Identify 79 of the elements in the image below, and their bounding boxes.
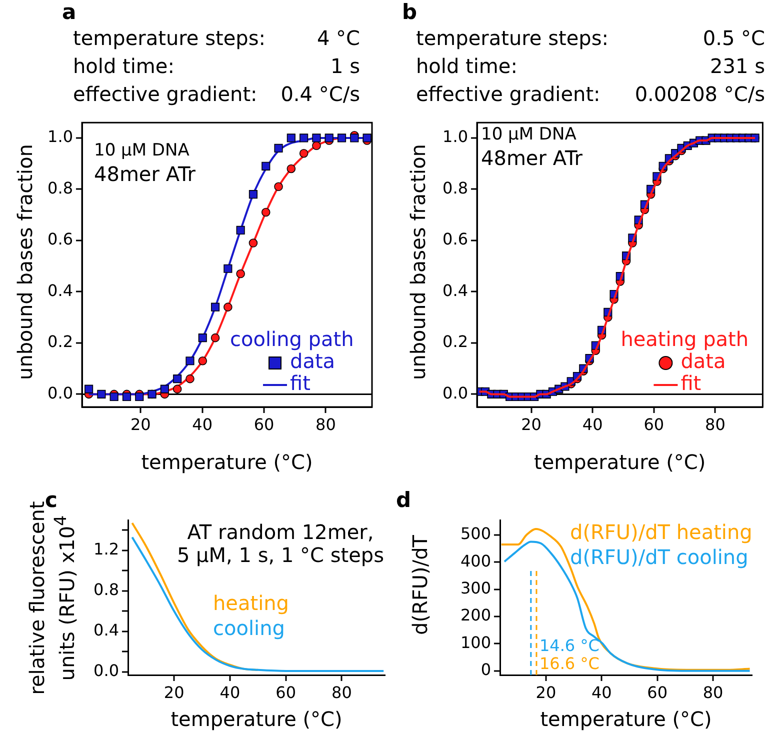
y-tick-label: 200 [460,606,491,625]
ref-line-label: 14.6 °C [539,636,600,656]
y-tick-label: 0.0 [48,383,73,402]
x-axis-title: temperature (°C) [170,707,342,732]
x-tick-label: 80 [316,414,336,434]
chart-title: d [396,488,412,512]
y-tick-label: 0.6 [442,230,468,249]
x-axis-title: temperature (°C) [540,707,712,732]
y-tick-label: 0.4 [442,280,468,300]
annotation: 48mer ATr [481,146,584,170]
y-tick-label: 0.8 [442,178,468,198]
x-tick-label: 20 [536,682,556,702]
ref-line-label: 16.6 °C [539,654,600,674]
chart-title: b [402,0,418,24]
text: temperature steps: [73,25,266,52]
x-tick-label: 60 [644,414,664,434]
legend-label: data [290,349,336,374]
x-tick-label: 40 [220,682,240,702]
text: 0.5 °C [702,25,765,52]
y-tick-label: 0.2 [48,332,73,352]
chart-title: c [45,488,58,512]
annotation: AT random 12mer, [187,520,374,544]
x-tick-label: 60 [276,682,296,702]
y-tick-label: 0.0 [94,661,119,680]
y-tick-label: 1.0 [442,127,468,146]
series-label: cooling [213,616,285,640]
y-tick-label: 300 [460,578,491,598]
text: 0.00208 °C/s [634,81,765,108]
y-tick-label: 0.0 [442,383,468,402]
y-tick-label: 0.4 [94,620,119,640]
y-tick-label: 0.8 [48,178,73,198]
x-tick-label: 20 [164,682,184,702]
legend-title: heating path [620,327,749,352]
annotation: 10 µM DNA [94,140,190,161]
y-tick-label: 0.8 [94,580,119,600]
y-tick-label: 0.6 [48,230,73,249]
text: effective gradient: [73,81,258,108]
x-tick-label: 40 [582,414,603,434]
y-tick-label: 0 [480,660,491,680]
series-label: d(RFU)/dT cooling [570,545,748,570]
annotation: 10 µM DNA [481,124,577,145]
legend-label: fit [680,371,702,396]
y-tick-label: 1.2 [94,540,119,559]
y-tick-label: 1.0 [48,127,73,146]
x-tick-label: 60 [647,682,668,702]
x-tick-label: 20 [130,414,151,434]
text: temperature steps: [416,25,608,52]
chart-title: a [62,0,76,24]
y-tick-label: 0.4 [48,280,73,300]
y-tick-label: 0.2 [442,332,468,352]
y-tick-label: 100 [460,632,491,652]
y-axis-title: d(RFU)/dT [408,535,432,635]
y-axis-title: unbound bases fraction [13,144,37,380]
legend-title: cooling path [230,327,354,352]
x-tick-label: 40 [591,682,612,702]
x-axis-title: temperature (°C) [141,450,313,474]
text: 4 °C [316,25,360,52]
series-label: d(RFU)/dT heating [570,520,752,544]
x-tick-label: 80 [702,682,724,702]
x-axis-title: temperature (°C) [534,450,706,474]
x-tick-label: 80 [332,682,352,702]
y-tick-label: 500 [460,524,491,544]
text: effective gradient: [416,81,600,108]
x-tick-label: 40 [192,414,212,434]
text: hold time: [73,53,174,80]
legend-label: fit [290,371,311,396]
y-tick-label: 400 [460,551,491,570]
annotation: 5 µM, 1 s, 1 °C steps [176,543,384,568]
x-tick-label: 20 [521,414,542,434]
legend-label: data [680,349,726,374]
series-label: heating [213,591,290,616]
text: 0.4 °C/s [280,81,360,108]
text: 231 s [710,53,765,80]
text: hold time: [416,53,518,80]
x-tick-label: 60 [254,414,274,434]
text: 1 s [330,53,360,80]
x-tick-label: 80 [705,414,726,434]
annotation: 48mer ATr [94,162,196,186]
y-axis-title: unbound bases fraction [406,144,430,380]
